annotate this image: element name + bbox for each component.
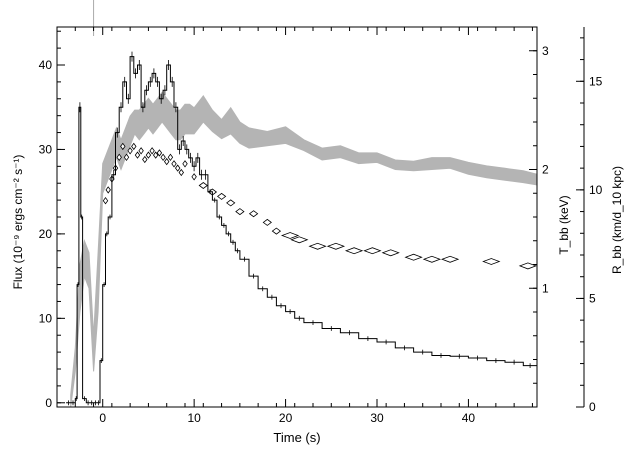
radius-point (440, 255, 460, 263)
radius-point (482, 258, 501, 265)
x-tick-label: 0 (99, 411, 106, 425)
radius-point (102, 197, 109, 205)
x-tick-label: 30 (370, 411, 384, 425)
y-axis-label-temperature: T_bb (keV) (557, 195, 571, 254)
radius-point (344, 247, 364, 255)
kT-tick-label: 3 (542, 44, 549, 58)
radius-point (145, 151, 152, 159)
y-axis-label-radius: R_bb (km/d_10 kpc) (610, 166, 624, 274)
radius-point (262, 218, 272, 226)
radius-point (164, 157, 170, 166)
series-kT-band (70, 91, 538, 408)
radius-point (134, 151, 141, 159)
flux-tick-label: 20 (39, 227, 53, 241)
radius-point (235, 208, 245, 216)
radius-point (171, 160, 177, 168)
radius-point (142, 155, 148, 164)
radius-point (198, 182, 208, 189)
radius-point (404, 253, 423, 261)
radius-point (131, 142, 137, 151)
x-tick-label: 10 (187, 411, 201, 425)
radius-point (216, 192, 227, 200)
radius-point (308, 242, 327, 250)
radius-point (156, 149, 163, 157)
radius-point (326, 242, 346, 250)
radius-point (178, 168, 184, 177)
plot-frame (56, 26, 538, 408)
radius-point (226, 199, 236, 207)
radius-point (149, 147, 155, 155)
kT-tick-label: 2 (542, 163, 549, 177)
flux-tick-label: 0 (45, 396, 52, 410)
radius-point (160, 153, 166, 161)
radius-point (127, 147, 133, 155)
radius-point (248, 210, 259, 218)
radius-point (120, 142, 126, 151)
flux-tick-label: 10 (39, 311, 53, 325)
radius-point (116, 153, 122, 161)
radius-point (153, 151, 159, 159)
radius-point (422, 255, 442, 263)
R-tick-label: 5 (589, 291, 596, 305)
radius-point (191, 173, 197, 181)
radius-point (123, 153, 130, 161)
radius-point (290, 236, 309, 244)
series-flux (66, 56, 537, 404)
radius-point (280, 232, 300, 239)
y-axis-label-flux: Flux (10⁻⁹ ergs cm⁻² s⁻¹) (11, 155, 25, 290)
flux-tick-label: 40 (39, 58, 53, 72)
flux-tick-label: 30 (39, 142, 53, 156)
R-tick-label: 10 (589, 183, 603, 197)
x-axis-label: Time (s) (273, 430, 320, 445)
radius-point (175, 164, 181, 172)
radius-point (138, 147, 144, 155)
R-tick-label: 0 (589, 400, 596, 414)
radius-point (182, 160, 188, 168)
radius-point (271, 227, 282, 235)
plot-layer (66, 0, 538, 408)
x-tick-label: 20 (279, 411, 293, 425)
x-tick-label: 40 (462, 411, 476, 425)
radius-point (167, 153, 174, 161)
R-tick-label: 15 (589, 74, 603, 88)
radius-point (518, 262, 538, 270)
radius-point (381, 249, 400, 257)
radius-point (105, 186, 111, 194)
kT-tick-label: 1 (542, 281, 549, 295)
radius-point (363, 247, 382, 255)
